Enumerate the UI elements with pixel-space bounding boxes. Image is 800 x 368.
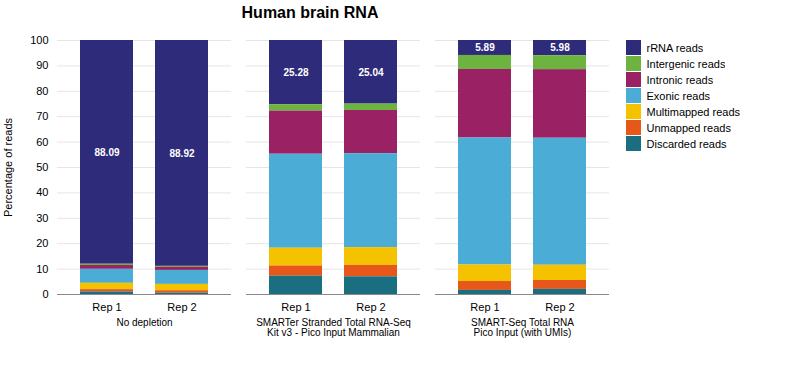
html-text:Human brain RNA: Human brain RNA (241, 4, 379, 21)
svg-text:90: 90 (36, 59, 48, 71)
svg-text:30: 30 (36, 212, 48, 224)
svg-text:50: 50 (36, 161, 48, 173)
svg-text:Rep 2: Rep 2 (356, 301, 385, 313)
html-text:Intronic reads: Intronic reads (646, 73, 714, 86)
svg-text:25.28: 25.28 (283, 67, 308, 78)
svg-text:40: 40 (36, 186, 48, 198)
html-text:Multimapped reads: Multimapped reads (646, 105, 741, 118)
svg-text:70: 70 (36, 110, 48, 122)
svg-text:Rep 2: Rep 2 (167, 301, 196, 313)
svg-text:Percentage of reads: Percentage of reads (2, 117, 14, 217)
svg-text:20: 20 (36, 237, 48, 249)
svg-text:0: 0 (42, 288, 48, 300)
svg-text:60: 60 (36, 136, 48, 148)
svg-text:5.89: 5.89 (475, 42, 495, 53)
svg-text:Rep 1: Rep 1 (470, 301, 499, 313)
svg-text:100: 100 (30, 34, 48, 46)
svg-text:88.09: 88.09 (94, 147, 119, 158)
svg-text:25.04: 25.04 (358, 67, 383, 78)
svg-text:5.98: 5.98 (550, 42, 570, 53)
svg-text:SMARTer Stranded Total RNA-Seq: SMARTer Stranded Total RNA-SeqKit v3 - P… (256, 317, 411, 338)
html-text:Unmapped reads: Unmapped reads (646, 121, 731, 134)
svg-text:Rep 1: Rep 1 (281, 301, 310, 313)
svg-text:No depletion: No depletion (116, 317, 172, 328)
svg-text:80: 80 (36, 85, 48, 97)
svg-text:Rep 1: Rep 1 (92, 301, 121, 313)
svg-text:Rep 2: Rep 2 (545, 301, 574, 313)
html-text:Exonic reads: Exonic reads (646, 89, 711, 102)
svg-text:88.92: 88.92 (169, 148, 194, 159)
html-text:rRNA reads: rRNA reads (646, 41, 704, 54)
html-text:Discarded reads: Discarded reads (646, 137, 727, 150)
svg-text:SMART-Seq Total RNAPico Input: SMART-Seq Total RNAPico Input (with UMIs… (471, 317, 574, 338)
svg-text:10: 10 (36, 263, 48, 275)
html-text:Intergenic reads: Intergenic reads (646, 57, 726, 70)
